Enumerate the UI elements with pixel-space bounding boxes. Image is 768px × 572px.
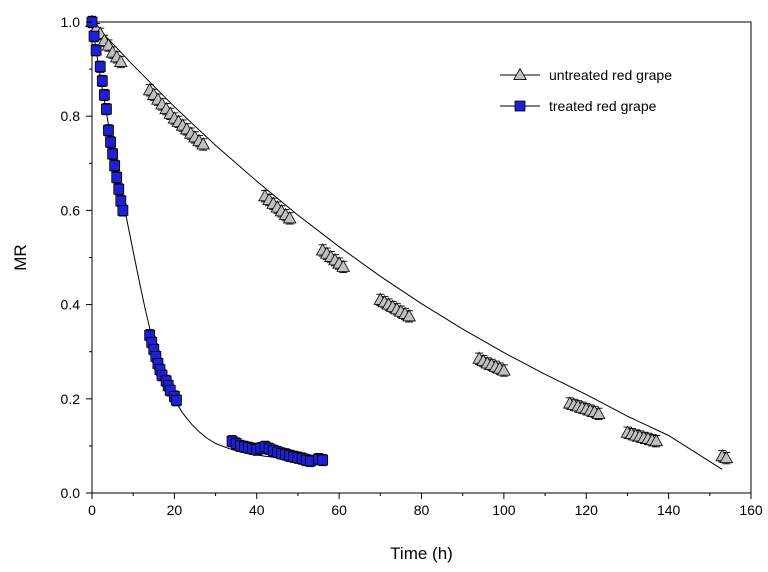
data-point-series-1 bbox=[113, 183, 125, 195]
x-axis: 0 20 40 60 80 100 120 140 160 bbox=[88, 493, 763, 518]
data-point-series-1 bbox=[103, 124, 114, 136]
x-tick-label: 140 bbox=[657, 502, 681, 518]
y-tick-label: 0.8 bbox=[61, 108, 81, 124]
data-point-series-1 bbox=[317, 454, 329, 466]
fit-line-series-0 bbox=[91, 21, 723, 470]
data-point-series-1 bbox=[96, 75, 108, 87]
x-tick-label: 160 bbox=[739, 502, 763, 518]
x-tick-label: 100 bbox=[492, 502, 516, 518]
legend-label: untreated red grape bbox=[549, 67, 672, 83]
data-point-series-0 bbox=[719, 450, 734, 464]
x-tick-label: 80 bbox=[414, 502, 430, 518]
legend-label: treated red grape bbox=[549, 98, 657, 114]
data-point-series-0 bbox=[497, 363, 511, 376]
x-tick-label: 120 bbox=[575, 502, 599, 518]
data-point-series-1 bbox=[107, 148, 118, 160]
data-point-series-1 bbox=[90, 44, 102, 56]
data-point-series-1 bbox=[115, 195, 127, 207]
x-tick-label: 20 bbox=[167, 502, 183, 518]
x-axis-title: Time (h) bbox=[390, 544, 453, 563]
data-point-series-0 bbox=[113, 54, 128, 67]
y-axis: 0.0 0.2 0.4 0.6 0.8 1.0 bbox=[61, 14, 92, 501]
x-tick-label: 40 bbox=[249, 502, 265, 518]
data-point-series-1 bbox=[101, 103, 112, 115]
data-point-series-1 bbox=[94, 61, 106, 73]
data-point-series-0 bbox=[591, 406, 606, 419]
data-point-series-0 bbox=[649, 433, 664, 447]
x-tick-label: 60 bbox=[331, 502, 347, 518]
data-point-series-1 bbox=[171, 394, 182, 406]
data-point-series-0 bbox=[336, 259, 351, 272]
y-axis-title: MR bbox=[11, 244, 30, 270]
y-tick-label: 0.4 bbox=[61, 297, 81, 313]
data-point-series-1 bbox=[117, 204, 129, 216]
y-tick-label: 1.0 bbox=[61, 14, 81, 30]
legend: untreated red grape treated red grape bbox=[500, 67, 672, 114]
data-point-series-1 bbox=[109, 160, 121, 172]
data-point-series-0 bbox=[282, 211, 297, 224]
y-tick-label: 0.0 bbox=[61, 485, 81, 501]
data-point-series-0 bbox=[196, 137, 211, 150]
legend-marker bbox=[514, 100, 526, 112]
x-tick-label: 0 bbox=[88, 502, 96, 518]
data-point-series-1 bbox=[105, 136, 116, 148]
data-point-series-1 bbox=[111, 172, 123, 183]
y-tick-label: 0.2 bbox=[61, 391, 81, 407]
legend-marker bbox=[513, 67, 527, 80]
data-point-series-1 bbox=[98, 89, 110, 101]
data-markers bbox=[85, 14, 734, 467]
data-point-series-0 bbox=[402, 309, 417, 322]
data-point-series-1 bbox=[88, 30, 100, 42]
y-tick-label: 0.6 bbox=[61, 202, 81, 218]
